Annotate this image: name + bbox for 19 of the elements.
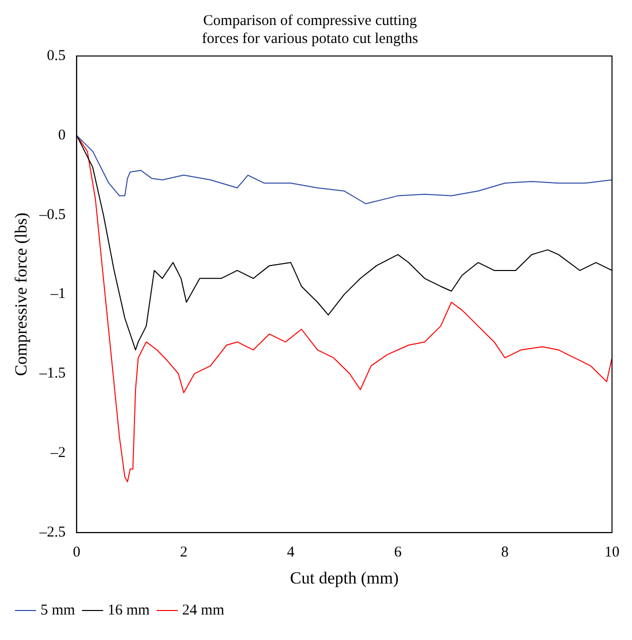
y-tick-label: –1.5 — [38, 366, 66, 382]
x-tick-label: 2 — [180, 544, 188, 561]
y-tick-label: 0.5 — [46, 48, 66, 64]
x-axis-title: Cut depth (mm) — [290, 568, 399, 588]
chart-title: Comparison of compressive cutting forces for various potato cut lengths — [202, 12, 418, 47]
legend-label: 5 mm — [40, 602, 76, 618]
legend-label: 24 mm — [182, 602, 225, 618]
y-axis-title: Compressive force (lbs) — [12, 212, 31, 376]
x-tick-label: 10 — [604, 544, 620, 561]
y-tick-label: 0 — [58, 127, 66, 144]
x-tick-label: 4 — [287, 544, 296, 561]
y-tick-label: –1 — [50, 286, 66, 302]
y-tick-label: –2.5 — [38, 524, 66, 541]
x-tick-label: 6 — [394, 544, 402, 561]
y-tick-label: –0.5 — [38, 206, 66, 223]
x-tick-label: 8 — [501, 544, 509, 561]
legend-label: 16 mm — [108, 602, 150, 618]
x-tick-label: 0 — [72, 544, 80, 561]
y-tick-label: –2 — [50, 445, 66, 462]
